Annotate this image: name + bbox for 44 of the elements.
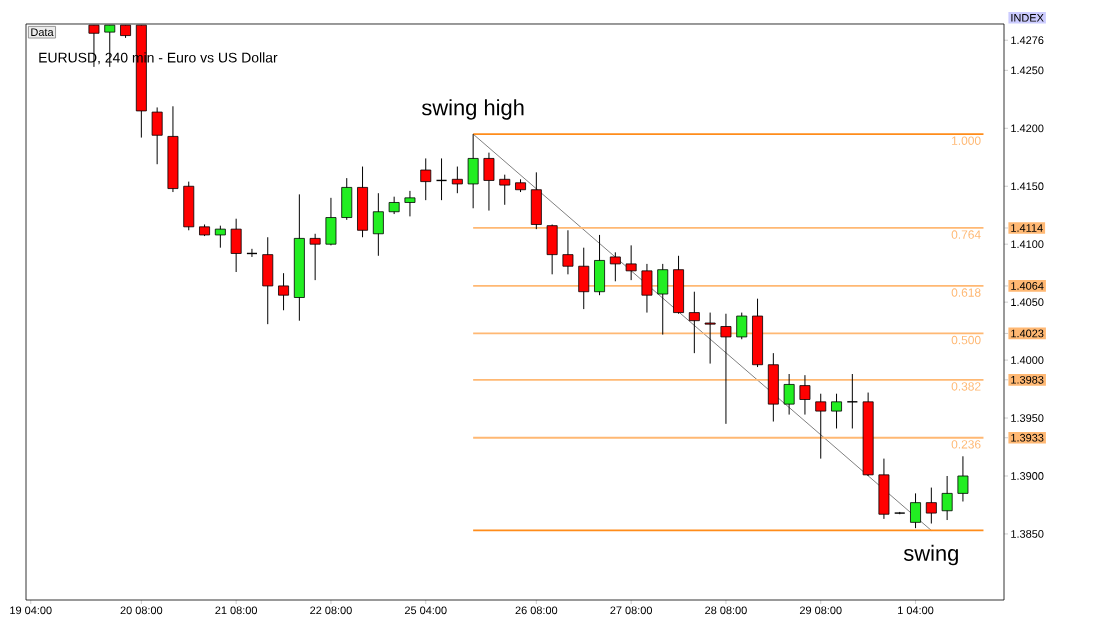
candlestick (609, 251, 621, 282)
candlestick (910, 492, 921, 529)
candlestick (704, 312, 716, 365)
candlestick (404, 190, 416, 217)
candlestick (799, 374, 811, 416)
candlestick (831, 393, 842, 429)
candlestick (641, 263, 653, 314)
candlestick (467, 133, 479, 209)
candlestick (815, 393, 827, 460)
candlestick (483, 152, 495, 212)
candlestick (278, 272, 289, 311)
candlestick (372, 192, 384, 257)
candlestick (846, 373, 859, 429)
candlestick (530, 171, 542, 230)
candlestick (562, 229, 574, 275)
candlestick (578, 247, 590, 310)
candlestick (736, 312, 748, 340)
candlestick (183, 181, 195, 231)
candlestick (341, 177, 353, 221)
annotation: swing (903, 544, 958, 566)
candlestick (720, 313, 732, 425)
candlestick (546, 223, 558, 275)
candlestick (262, 236, 274, 325)
annotation: swing high (421, 99, 524, 120)
candlestick (767, 352, 779, 423)
candlestick (925, 487, 937, 525)
candlestick (941, 475, 953, 521)
candlestick (957, 455, 969, 502)
candlestick (151, 106, 163, 165)
candlestick (230, 218, 242, 273)
candlestick (214, 225, 226, 249)
candlestick (357, 166, 368, 238)
candlestick (309, 233, 321, 281)
candlestick (673, 255, 684, 315)
candlestick (420, 157, 432, 201)
candlestick (657, 263, 669, 336)
candlestick (783, 373, 795, 416)
candlestick (625, 244, 637, 281)
candlestick (499, 174, 511, 206)
candlestick (594, 234, 605, 296)
candlestick (688, 291, 700, 354)
candlestick (325, 197, 337, 246)
candlestick (451, 166, 463, 194)
candlestick (878, 458, 890, 520)
